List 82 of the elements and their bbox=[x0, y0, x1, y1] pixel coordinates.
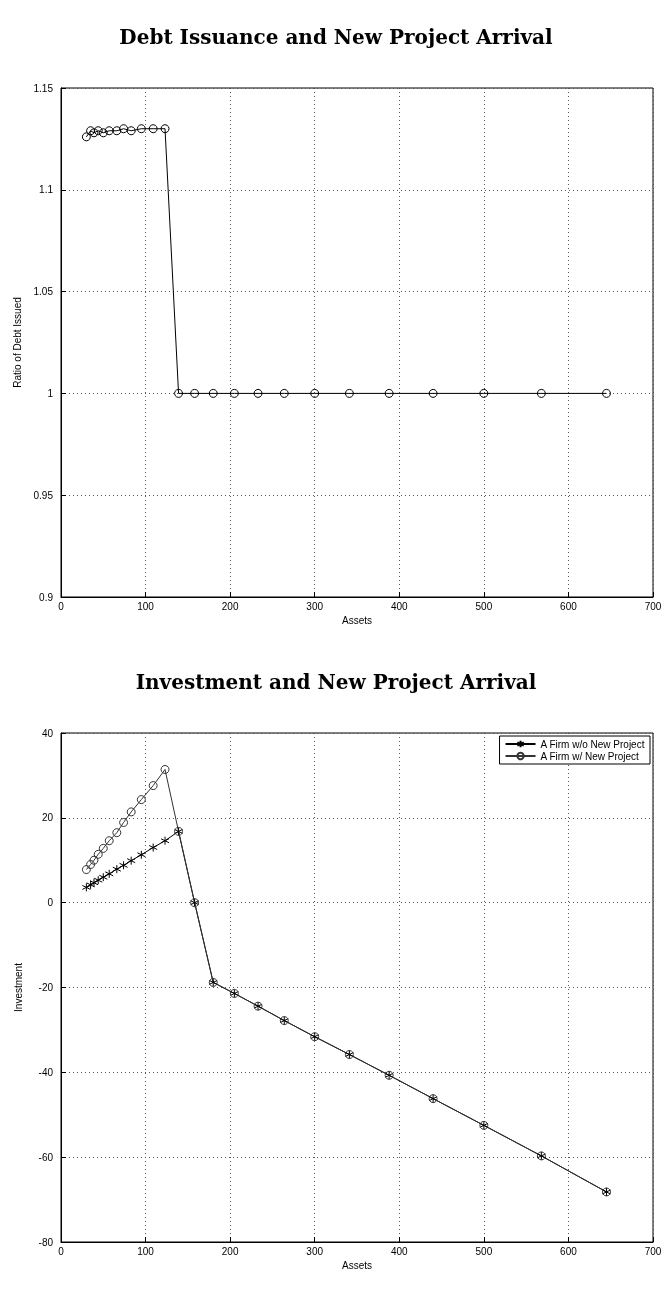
point bbox=[136, 850, 146, 860]
x-tick-label: 100 bbox=[137, 1245, 155, 1257]
point bbox=[98, 872, 108, 882]
point bbox=[81, 882, 91, 892]
y-tick-label: 1.05 bbox=[33, 286, 54, 298]
y-tick-label: -40 bbox=[38, 1066, 54, 1078]
point bbox=[479, 388, 489, 398]
y-axis-title: Investment bbox=[12, 962, 24, 1012]
x-tick-label: 100 bbox=[137, 600, 155, 612]
legend-label: A Firm w/ New Project bbox=[540, 750, 640, 762]
point bbox=[536, 388, 546, 398]
point bbox=[384, 388, 394, 398]
point bbox=[126, 126, 136, 136]
y-tick-label: 20 bbox=[41, 812, 54, 824]
point bbox=[112, 828, 122, 838]
point bbox=[119, 860, 129, 870]
point bbox=[428, 388, 438, 398]
y-axis-title: Ratio of Debt Issued bbox=[12, 297, 24, 388]
y-tick-label: 0.95 bbox=[33, 489, 54, 501]
point bbox=[136, 795, 146, 805]
y-tick-label: -20 bbox=[38, 982, 54, 993]
x-tick-label: 700 bbox=[644, 600, 662, 612]
point bbox=[86, 859, 96, 869]
point bbox=[104, 126, 114, 136]
point bbox=[126, 807, 136, 817]
x-tick-label: 300 bbox=[306, 600, 324, 612]
point bbox=[160, 836, 170, 846]
point bbox=[279, 388, 289, 398]
x-tick-label: 200 bbox=[221, 600, 239, 612]
y-tick-label: 0.9 bbox=[39, 591, 54, 603]
x-tick-label: 500 bbox=[475, 1245, 493, 1257]
point bbox=[190, 388, 200, 398]
point bbox=[160, 764, 170, 774]
point bbox=[601, 388, 611, 398]
point bbox=[89, 855, 99, 865]
y-tick-label: 1.1 bbox=[39, 184, 54, 196]
point bbox=[253, 388, 263, 398]
point bbox=[148, 781, 158, 791]
point bbox=[310, 388, 320, 398]
y-tick-label: -60 bbox=[38, 1151, 54, 1163]
x-tick-label: 600 bbox=[560, 1245, 578, 1257]
y-tick-label: 1.15 bbox=[33, 82, 54, 94]
point bbox=[126, 856, 136, 866]
y-tick-label: 1 bbox=[47, 387, 54, 399]
y-tick-label: -80 bbox=[38, 1236, 54, 1248]
point bbox=[104, 836, 114, 846]
point bbox=[119, 818, 129, 827]
point bbox=[93, 875, 103, 885]
x-tick-label: 0 bbox=[58, 600, 65, 612]
point bbox=[174, 388, 184, 398]
point bbox=[93, 849, 103, 859]
point bbox=[160, 124, 170, 134]
x-tick-label: 500 bbox=[475, 600, 493, 612]
point bbox=[344, 388, 354, 398]
x-tick-label: 300 bbox=[306, 1245, 324, 1257]
point bbox=[98, 128, 108, 138]
x-tick-label: 400 bbox=[390, 1245, 409, 1257]
point bbox=[112, 126, 122, 136]
point bbox=[119, 124, 129, 134]
legend-label: A Firm w/o New Project bbox=[540, 738, 645, 750]
point bbox=[98, 843, 108, 853]
x-axis-title: Assets bbox=[341, 615, 373, 627]
chart-title: Debt Issuance and New Project Arrival bbox=[119, 25, 554, 49]
y-tick-label: 0 bbox=[47, 897, 54, 909]
point bbox=[208, 388, 218, 398]
point bbox=[148, 124, 158, 134]
point bbox=[81, 132, 91, 142]
point bbox=[229, 388, 239, 398]
x-tick-label: 700 bbox=[644, 1245, 662, 1257]
x-tick-label: 400 bbox=[390, 600, 409, 612]
x-tick-label: 600 bbox=[560, 600, 578, 612]
point bbox=[136, 124, 146, 134]
x-axis-title: Assets bbox=[341, 1260, 373, 1272]
point bbox=[148, 843, 158, 853]
y-tick-label: 40 bbox=[41, 727, 54, 739]
point bbox=[81, 865, 91, 875]
point bbox=[112, 864, 122, 874]
point bbox=[93, 126, 103, 136]
point bbox=[104, 869, 114, 879]
chart-title: Investment and New Project Arrival bbox=[135, 670, 537, 694]
x-tick-label: 200 bbox=[221, 1245, 239, 1257]
x-tick-label: 0 bbox=[58, 1245, 65, 1257]
